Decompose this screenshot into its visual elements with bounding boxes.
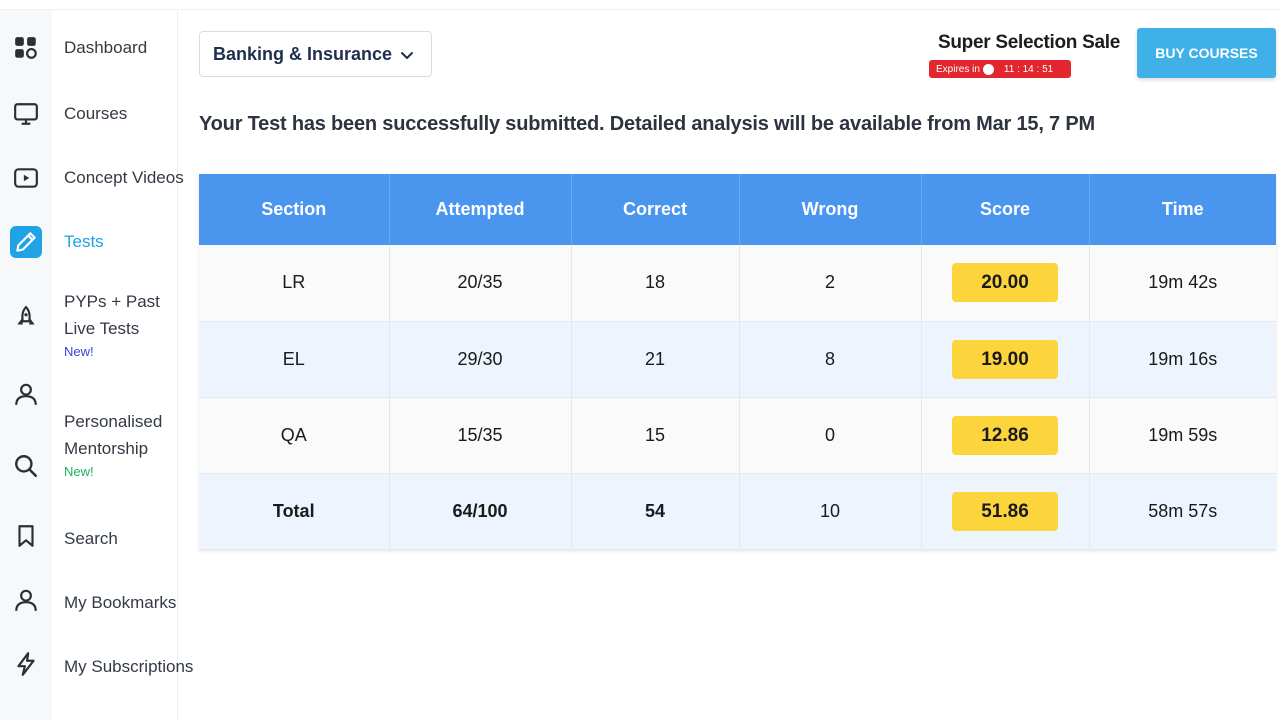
sidebar-item-label-line1: Personalised: [64, 412, 163, 431]
sidebar-item-mentorship[interactable]: Personalised Mentorship New!: [0, 383, 178, 488]
cell-correct: 21: [571, 321, 740, 398]
column-header-time: Time: [1089, 174, 1276, 245]
sidebar-item-tests[interactable]: Tests: [0, 224, 178, 260]
submission-message: Your Test has been successfully submitte…: [199, 113, 1095, 135]
score-badge: 19.00: [952, 339, 1058, 379]
cell-attempted: 64/100: [389, 473, 572, 550]
cell-wrong: 0: [739, 397, 922, 474]
buy-courses-button[interactable]: BUY COURSES: [1137, 28, 1276, 78]
score-badge: 20.00: [952, 263, 1058, 303]
clock-icon: [982, 63, 994, 75]
sidebar-item-label-line2: Mentorship: [64, 439, 149, 458]
result-table: Section Attempted Correct Wrong Score Ti…: [199, 174, 1276, 550]
bookmark-icon: [10, 520, 42, 552]
exam-category-label: Banking & Insurance: [213, 43, 393, 64]
cell-section: QA: [199, 397, 390, 474]
sidebar-item-pyps[interactable]: PYPs + Past Live Tests New!: [0, 288, 178, 368]
column-header-attempted: Attempted: [389, 174, 572, 245]
user-icon: [10, 584, 42, 616]
pencil-icon: [10, 226, 42, 258]
column-header-correct: Correct: [571, 174, 740, 245]
video-icon: [10, 162, 42, 194]
sidebar-item-label: Dashboard: [64, 38, 148, 57]
sidebar-item-label-line1: PYPs + Past: [64, 292, 160, 311]
sidebar-item-label: My Bookmarks: [64, 593, 177, 612]
lightning-icon: [10, 648, 42, 680]
table-total-row: Total 64/100 54 10 51.86 58m 57s: [199, 473, 1276, 550]
sidebar-item-concept-videos[interactable]: Concept Videos: [0, 160, 184, 196]
rocket-icon: [10, 302, 42, 334]
cell-attempted: 29/30: [389, 321, 572, 398]
score-badge: 51.86: [952, 491, 1058, 531]
table-header-row: Section Attempted Correct Wrong Score Ti…: [199, 174, 1276, 245]
expires-timer: 11 : 14 : 51: [1003, 63, 1054, 75]
sidebar-item-bookmarks[interactable]: My Bookmarks: [0, 584, 178, 620]
chevron-down-icon: [401, 52, 413, 59]
sale-title: Super Selection Sale: [938, 32, 1120, 53]
cell-score: 12.86: [921, 397, 1090, 474]
sidebar-item-courses[interactable]: Courses: [0, 96, 178, 132]
user-icon: [10, 378, 42, 410]
search-icon: [10, 450, 42, 482]
sidebar-item-label: Search: [64, 529, 118, 548]
dashboard-icon: [10, 32, 42, 64]
expires-label: Expires in: [936, 63, 980, 75]
table-row: EL 29/30 21 8 19.00 19m 16s: [199, 321, 1276, 398]
sidebar-item-label-line2: Live Tests: [64, 319, 140, 338]
cell-section: LR: [199, 245, 390, 322]
new-badge: New!: [64, 464, 94, 479]
cell-time: 19m 16s: [1089, 321, 1276, 398]
cell-correct: 15: [571, 397, 740, 474]
cell-attempted: 15/35: [389, 397, 572, 474]
column-header-score: Score: [921, 174, 1090, 245]
cell-section: EL: [199, 321, 390, 398]
exam-category-select[interactable]: Banking & Insurance: [199, 31, 432, 77]
top-bar: [0, 0, 1280, 10]
expiry-timer-badge: Expires in 11 : 14 : 51: [929, 60, 1071, 78]
table-row: QA 15/35 15 0 12.86 19m 59s: [199, 397, 1276, 474]
score-badge: 12.86: [952, 415, 1058, 455]
cell-correct: 18: [571, 245, 740, 322]
sidebar-item-label: My Subscriptions: [64, 657, 194, 676]
sidebar-item-subscriptions[interactable]: My Subscriptions: [0, 648, 193, 684]
cell-correct: 54: [571, 473, 740, 550]
sidebar-item-label: Tests: [64, 232, 104, 251]
sidebar-item-label: Courses: [64, 104, 128, 123]
column-header-wrong: Wrong: [739, 174, 922, 245]
cell-wrong: 8: [739, 321, 922, 398]
cell-score: 20.00: [921, 245, 1090, 322]
sidebar-item-label: Concept Videos: [64, 168, 184, 187]
monitor-icon: [10, 98, 42, 130]
cell-time: 19m 59s: [1089, 397, 1276, 474]
table-row: LR 20/35 18 2 20.00 19m 42s: [199, 245, 1276, 322]
cell-time: 19m 42s: [1089, 245, 1276, 322]
cell-score: 19.00: [921, 321, 1090, 398]
cell-time: 58m 57s: [1089, 473, 1276, 550]
cell-section: Total: [199, 473, 390, 550]
new-badge: New!: [64, 344, 94, 359]
sidebar: [52, 10, 178, 720]
sidebar-item-dashboard[interactable]: Dashboard: [0, 30, 178, 66]
cell-wrong: 2: [739, 245, 922, 322]
cell-wrong: 10: [739, 473, 922, 550]
column-header-section: Section: [199, 174, 390, 245]
cell-attempted: 20/35: [389, 245, 572, 322]
sidebar-item-search[interactable]: Search: [0, 520, 178, 556]
cell-score: 51.86: [921, 473, 1090, 550]
